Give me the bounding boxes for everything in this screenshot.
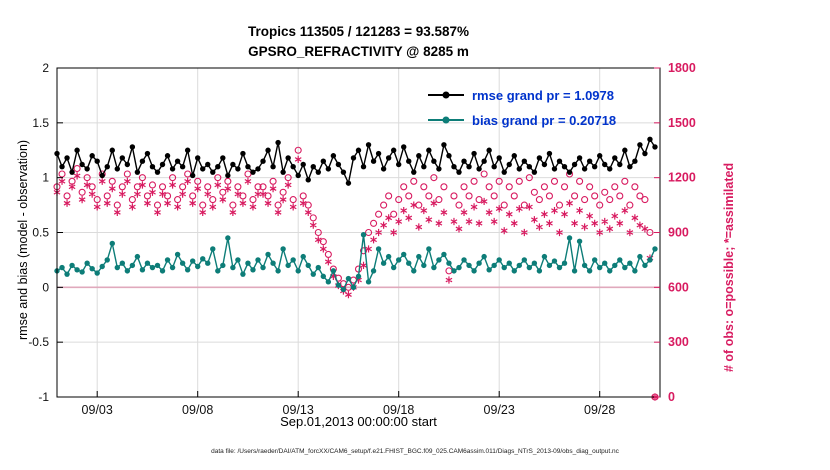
svg-text:0.5: 0.5 <box>32 226 49 240</box>
x-axis-label: Sep.01,2013 00:00:00 start <box>280 414 437 429</box>
legend: rmse grand pr = 1.0978 bias grand pr = 0… <box>428 84 616 131</box>
svg-text:1800: 1800 <box>668 61 696 75</box>
data-file-caption: data file: /Users/raeder/DAI/ATM_forcXX/… <box>211 448 619 455</box>
legend-item-bias: bias grand pr = 0.20718 <box>428 109 616 131</box>
svg-text:1: 1 <box>42 171 49 185</box>
rmse-dot-swatch <box>442 91 450 99</box>
svg-text:300: 300 <box>668 335 689 349</box>
svg-text:09/08: 09/08 <box>182 403 213 417</box>
svg-text:1500: 1500 <box>668 116 696 130</box>
legend-label-bias: bias grand pr = 0.20718 <box>472 112 617 128</box>
svg-text:0: 0 <box>42 280 49 294</box>
bias-line-swatch <box>428 116 464 124</box>
svg-text:2: 2 <box>42 61 49 75</box>
svg-text:09/23: 09/23 <box>484 403 515 417</box>
left-axis-label: rmse and bias (model - observation) <box>16 139 30 340</box>
title-line-1: Tropics 113505 / 121283 = 93.587% <box>247 24 470 39</box>
legend-label-rmse: rmse grand pr = 1.0978 <box>472 87 614 103</box>
svg-text:1200: 1200 <box>668 171 696 185</box>
svg-text:09/13: 09/13 <box>283 403 314 417</box>
svg-text:-1: -1 <box>38 390 49 404</box>
rmse-line-swatch <box>428 91 464 99</box>
svg-text:600: 600 <box>668 280 689 294</box>
svg-text:900: 900 <box>668 226 689 240</box>
svg-text:1.5: 1.5 <box>32 116 49 130</box>
svg-text:09/28: 09/28 <box>584 403 615 417</box>
bias-dot-swatch <box>442 116 450 124</box>
svg-text:-0.5: -0.5 <box>28 335 49 349</box>
title-line-2: GPSRO_REFRACTIVITY @ 8285 m <box>248 44 469 59</box>
svg-text:0: 0 <box>668 390 675 404</box>
legend-item-rmse: rmse grand pr = 1.0978 <box>428 84 616 106</box>
svg-text:09/03: 09/03 <box>82 403 113 417</box>
svg-text:09/18: 09/18 <box>383 403 414 417</box>
right-axis-label: # of obs: o=possible; *=assimilated <box>722 162 736 372</box>
